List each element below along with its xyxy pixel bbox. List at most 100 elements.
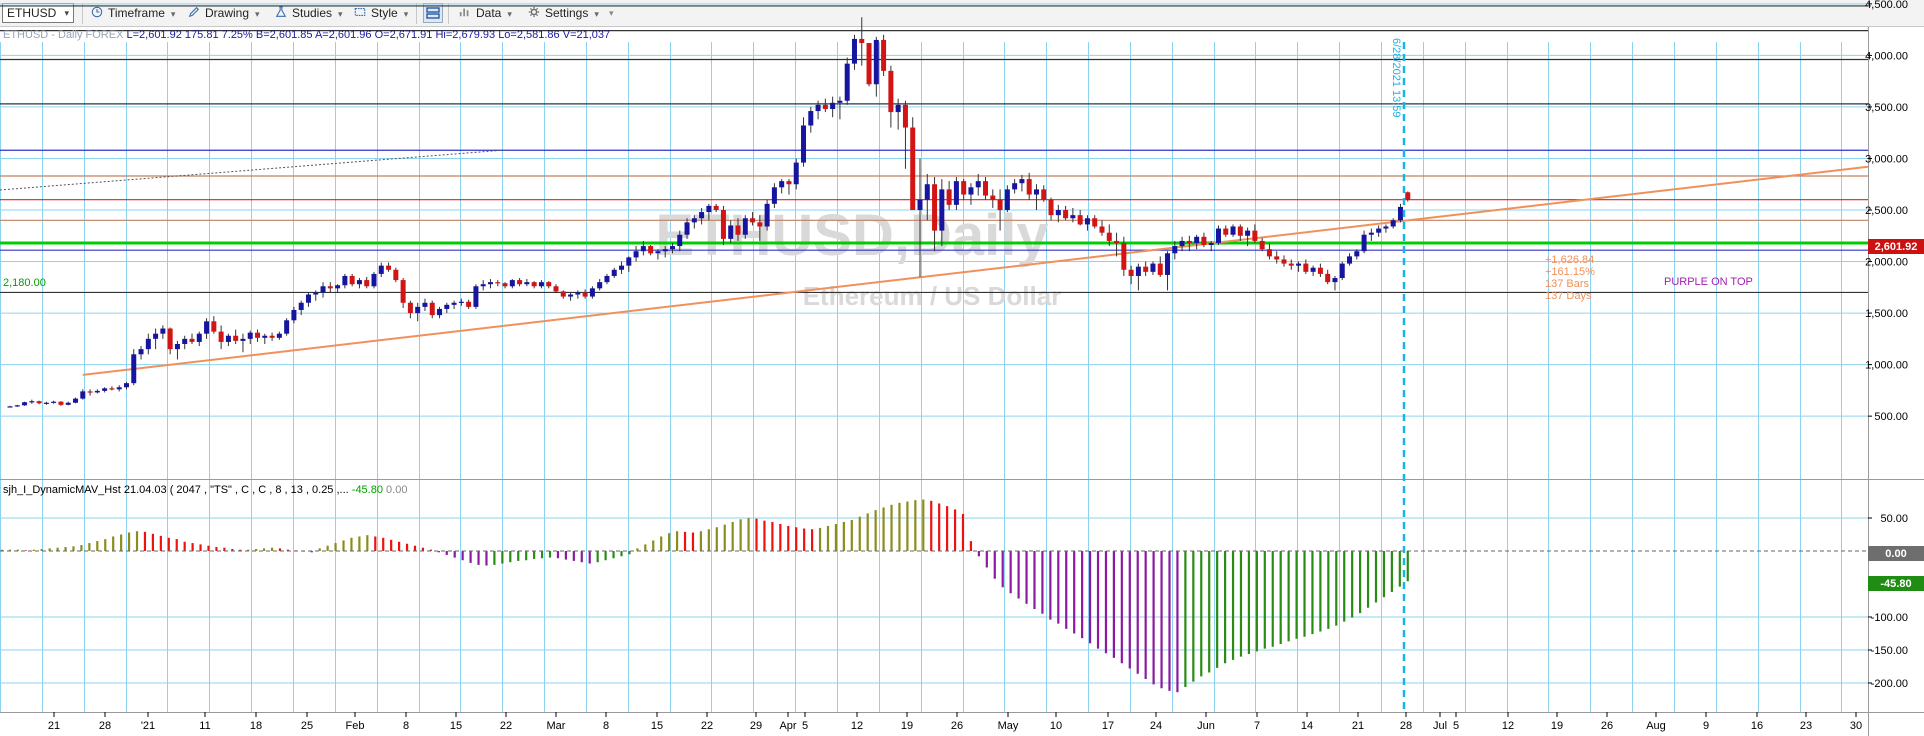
candle-body (1281, 259, 1287, 264)
chevron-down-icon: ▾ (403, 9, 409, 19)
time-tick-label: 12 (851, 720, 863, 732)
candle (808, 106, 814, 133)
candle-body (1347, 256, 1353, 264)
indicator-value: -45.80 (351, 484, 383, 496)
candle-body (364, 280, 370, 287)
candle (786, 179, 792, 195)
candle (1012, 179, 1018, 194)
candle-body (553, 286, 559, 292)
candle (58, 401, 64, 406)
style-button[interactable]: Style ▾ (353, 4, 408, 23)
candle-body (633, 251, 639, 258)
candle-body (1077, 215, 1083, 225)
candle (1121, 236, 1127, 276)
candle-body (626, 257, 632, 266)
trendlines (0, 149, 1869, 376)
candle (888, 65, 894, 128)
time-tick-label: 25 (301, 720, 313, 732)
candle-body (349, 275, 355, 285)
time-tick-label: 7 (1254, 720, 1260, 732)
candle-body (910, 127, 916, 210)
price-tag (1868, 239, 1924, 254)
indicator-label[interactable]: sjh_I_DynamicMAV_Hst 21.04.03 ( 2047 , "… (3, 484, 407, 496)
time-tick-label: 19 (901, 720, 913, 732)
candle-body (174, 343, 180, 350)
studies-button[interactable]: Studies ▾ (274, 4, 343, 23)
candle (255, 329, 261, 342)
candle-body (138, 349, 144, 355)
candle (597, 279, 603, 291)
candle-body (14, 405, 20, 407)
candle (604, 273, 610, 285)
candle-body (611, 269, 617, 276)
candle (43, 401, 49, 405)
settings-label: Settings (545, 6, 589, 20)
price-tag-text: 2,601.92 (1875, 241, 1918, 253)
candle (473, 284, 479, 309)
candle (1397, 203, 1403, 223)
candle (1259, 237, 1265, 252)
candle (211, 316, 217, 334)
candle (1114, 232, 1120, 257)
candle-body (298, 302, 304, 310)
candle (859, 17, 865, 66)
candle (466, 299, 472, 309)
candle (538, 280, 544, 289)
candle-body (757, 222, 763, 227)
high: Hi=2,679.93 (435, 29, 496, 41)
ind-value-tag-text: -45.80 (1880, 578, 1911, 590)
candle-body (975, 181, 981, 188)
timeframe-button[interactable]: Timeframe ▾ (90, 4, 175, 23)
time-tick-label: 29 (750, 720, 762, 732)
candle (968, 183, 974, 205)
candle-body (946, 189, 952, 205)
candle-body (276, 333, 282, 338)
left-level-label: 2,180.00 (3, 277, 46, 289)
candle-body (1084, 218, 1090, 225)
annotations: 2,180.00 6/28/2021 13:59 +1,626.84 +161.… (3, 38, 1753, 302)
candle-body (1288, 263, 1294, 266)
candle-body (458, 301, 464, 303)
candle (123, 382, 129, 390)
candle (1266, 242, 1272, 260)
candle (153, 328, 159, 350)
candle (1252, 224, 1258, 243)
candle (1332, 275, 1338, 291)
time-tick-label: 21 (1352, 720, 1364, 732)
time-tick-label: 28 (99, 720, 111, 732)
candle-body (771, 187, 777, 204)
time-tick-label: Feb (346, 720, 365, 732)
candle (509, 279, 515, 289)
candle-body (524, 282, 530, 285)
time-tick-label: 28 (1400, 720, 1412, 732)
price-tick-label: 4,000.00 (1865, 50, 1908, 62)
candle-body (1274, 256, 1280, 260)
drawing-button[interactable]: Drawing ▾ (187, 4, 260, 23)
candle-body (284, 320, 290, 334)
candle-body (1004, 189, 1010, 210)
candle (546, 281, 552, 289)
candle (517, 278, 523, 287)
candle (364, 276, 370, 289)
candle (167, 327, 173, 355)
data-button[interactable]: Data ▾ (458, 4, 512, 23)
candle-body (386, 265, 392, 270)
candle (1128, 265, 1134, 285)
candle (36, 400, 42, 405)
candle (1310, 265, 1316, 276)
toolbar: ETHUSD ▾ Timeframe ▾ Drawing ▾ Studies ▾ St… (0, 0, 1924, 27)
candle (1179, 236, 1185, 252)
candle-body (1259, 240, 1265, 250)
candle (1033, 184, 1039, 210)
candle-body (837, 100, 843, 103)
candle-body (342, 275, 348, 286)
settings-button[interactable]: Settings ▾ (527, 4, 599, 23)
toolbar-overflow-icon[interactable]: ▾ (609, 8, 614, 18)
candle-body (429, 302, 435, 316)
stat-change-pct: +161.15% (1545, 266, 1595, 278)
clock-icon (91, 6, 103, 18)
candle-body (1157, 263, 1163, 275)
candle (1347, 253, 1353, 266)
candle-body (822, 104, 828, 109)
